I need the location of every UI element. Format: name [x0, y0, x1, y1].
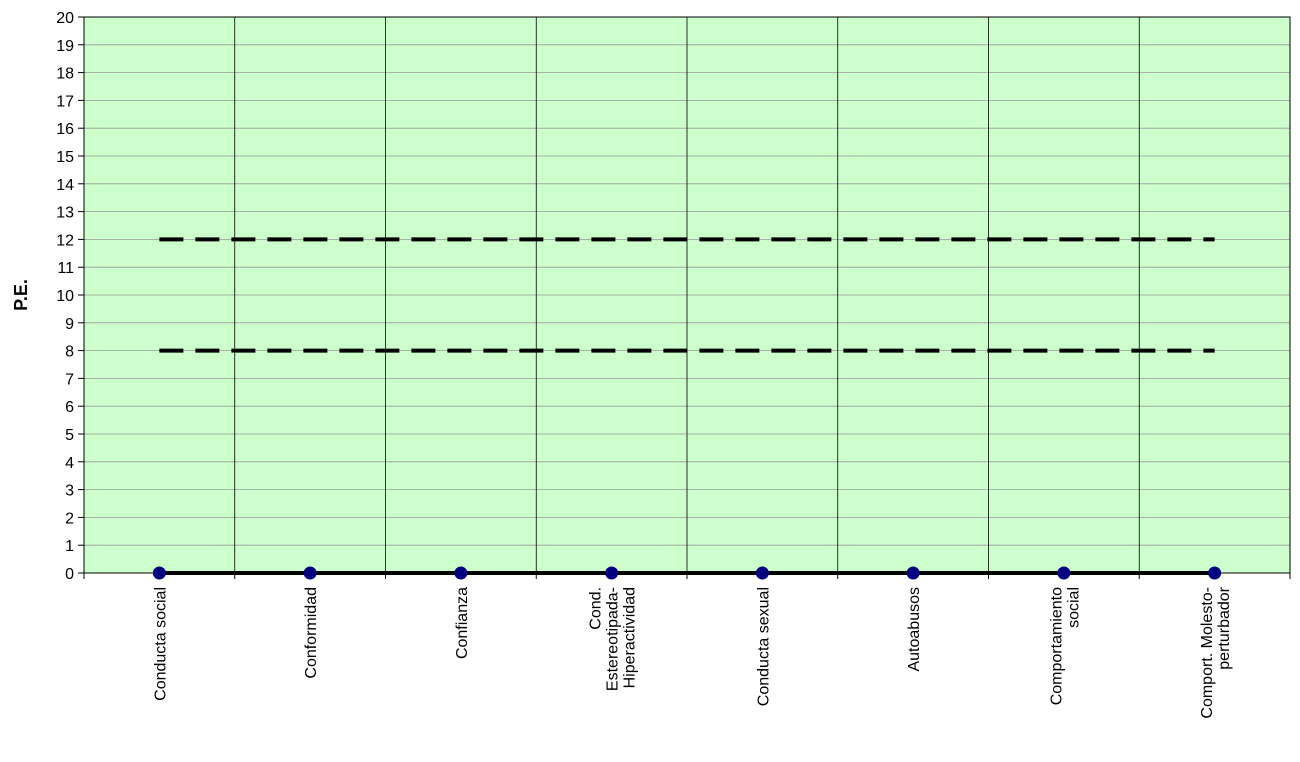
x-category-label: Comportamiento social [1048, 587, 1082, 705]
series-0-point [906, 566, 920, 580]
x-category-label: Autoabusos [906, 587, 923, 672]
x-category-label: Conformidad [303, 587, 320, 679]
x-category-label: Comport. Molesto-perturbador [1199, 586, 1233, 718]
x-category-label-line: Conformidad [303, 587, 320, 679]
x-category-label-line: Confianza [454, 587, 471, 659]
y-tick-label: 10 [56, 288, 74, 305]
y-tick-label: 2 [65, 510, 74, 527]
x-category-label: Conducta social [152, 587, 169, 701]
y-tick-label: 1 [65, 538, 74, 555]
y-tick-label: 5 [65, 427, 74, 444]
x-category-label-line: Hiperactividad [622, 587, 639, 688]
y-tick-label: 0 [65, 566, 74, 583]
y-tick-label: 12 [56, 232, 74, 249]
x-category-label: Conducta sexual [755, 587, 772, 706]
x-category-label-line: social [1065, 587, 1082, 628]
x-category-label-line: Cond. [588, 587, 605, 630]
y-axis-title: P.E. [11, 279, 31, 311]
x-category-label-line: Conducta social [152, 587, 169, 701]
y-tick-label: 14 [56, 177, 74, 194]
series-0-point [1208, 566, 1222, 580]
y-tick-label: 16 [56, 121, 74, 138]
x-category-label-line: Autoabusos [906, 587, 923, 672]
y-tick-label: 13 [56, 205, 74, 222]
y-tick-label: 4 [65, 455, 74, 472]
series-0-point [303, 566, 317, 580]
series-0-point [1057, 566, 1071, 580]
y-tick-label: 11 [57, 260, 74, 277]
series-0-point [605, 566, 619, 580]
x-category-label-line: Conducta sexual [755, 587, 772, 706]
x-category-label-line: perturbador [1216, 586, 1233, 669]
y-tick-label: 3 [65, 483, 74, 500]
x-category-label: Confianza [454, 587, 471, 659]
y-tick-label: 6 [65, 399, 74, 416]
series-0-point [152, 566, 166, 580]
y-tick-label: 17 [56, 93, 74, 110]
y-tick-label: 18 [56, 66, 74, 83]
series-0-point [454, 566, 468, 580]
x-category-label-line: Comport. Molesto- [1199, 587, 1216, 719]
series-0-point [755, 566, 769, 580]
y-tick-label: 7 [65, 371, 74, 388]
x-category-label-line: Comportamiento [1048, 587, 1065, 705]
y-tick-label: 15 [56, 149, 74, 166]
y-tick-label: 8 [65, 344, 74, 361]
y-tick-label: 9 [65, 316, 74, 333]
x-category-label: Cond. Estereotipada- Hiperactividad [588, 587, 639, 691]
x-category-label-line: Estereotipada- [605, 587, 622, 691]
y-tick-label: 19 [56, 38, 74, 55]
y-tick-label: 20 [56, 10, 74, 27]
